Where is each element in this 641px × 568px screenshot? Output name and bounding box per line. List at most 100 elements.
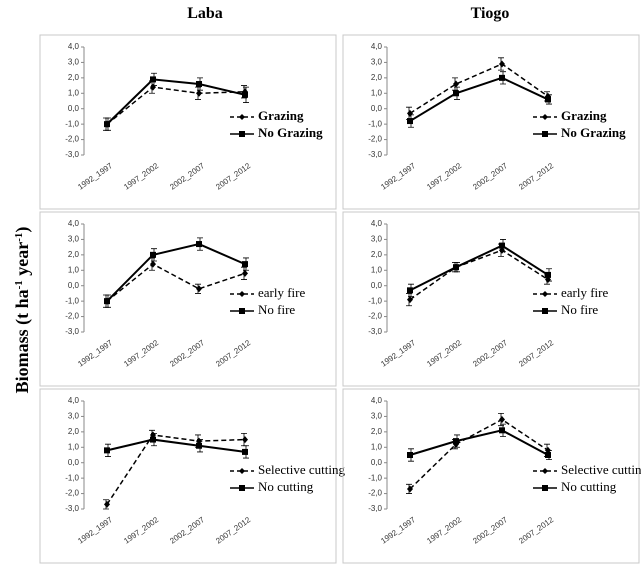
y-label-part: Biomass (t ha [12,289,33,393]
point [242,269,248,277]
x-tick-label: 1997_2002 [122,515,160,546]
series-line [106,434,246,505]
y-axis-label: Biomass (t ha-1 year-1) [12,227,33,394]
point [407,296,413,304]
legend-marker [542,308,548,314]
y-tick-label: -1,0 [368,473,382,482]
legend-label: early fire [258,285,306,300]
point [499,60,505,68]
series-line [409,249,549,301]
point [499,74,505,81]
y-tick-label: -1,0 [368,119,382,128]
y-tick-label: 1,0 [371,88,383,97]
point [150,436,156,443]
legend-label: No Grazing [258,125,323,140]
legend-label: No fire [561,302,598,317]
y-label-part: -1 [13,233,25,242]
point [242,436,248,444]
legend-marker [239,291,245,297]
legend-marker [239,131,245,137]
legend-marker [239,114,245,120]
y-tick-label: 0,0 [371,458,383,467]
y-tick-label: -1,0 [65,473,79,482]
y-tick-label: 4,0 [68,396,80,405]
series-line [106,86,246,125]
y-tick-label: 2,0 [371,427,383,436]
x-tick-label: 2007_2012 [517,161,555,192]
y-tick-label: 4,0 [371,42,383,51]
panel-frame [39,34,337,210]
legend-label: Selective cutting [258,462,346,477]
y-tick-label: 3,0 [371,235,383,244]
y-tick-label: 1,0 [68,88,80,97]
point [196,285,202,293]
series-line [409,429,549,456]
x-tick-label: 1997_2002 [425,515,463,546]
y-tick-label: 3,0 [68,235,80,244]
y-tick-label: -2,0 [65,489,79,498]
y-label-part: year [12,242,32,280]
point [242,261,248,268]
y-tick-label: 3,0 [371,58,383,67]
x-tick-label: 1992_1997 [76,338,114,369]
x-tick-label: 2002_2007 [471,161,509,192]
y-tick-label: -2,0 [65,312,79,321]
x-tick-label: 1992_1997 [76,515,114,546]
y-tick-label: 2,0 [68,250,80,259]
legend-label: early fire [561,285,609,300]
point [453,80,459,88]
point [242,91,248,98]
point [150,76,156,83]
point [407,118,413,125]
y-tick-label: 2,0 [68,427,80,436]
point [453,90,459,97]
y-tick-label: 3,0 [68,58,80,67]
y-tick-label: -2,0 [368,312,382,321]
y-tick-label: -2,0 [368,135,382,144]
column-title: Tiogo [471,5,510,22]
y-label-part: -1 [13,280,25,289]
y-tick-label: 2,0 [371,250,383,259]
x-tick-label: 2002_2007 [471,515,509,546]
point [545,271,551,278]
x-tick-label: 2007_2012 [517,338,555,369]
legend-label: Grazing [258,108,304,123]
y-tick-label: 1,0 [68,442,80,451]
point [545,452,551,458]
panel-frame [342,211,640,387]
x-tick-label: 1992_1997 [76,161,114,192]
point [104,121,110,128]
y-tick-label: 1,0 [371,442,383,451]
series-line [106,438,246,453]
y-tick-label: 0,0 [68,281,80,290]
panel-frame [342,388,640,564]
x-tick-label: 2002_2007 [168,161,206,192]
x-tick-label: 2007_2012 [214,161,252,192]
legend-marker [542,114,548,120]
point [196,442,202,449]
y-tick-label: -3,0 [65,150,79,159]
point [150,83,156,91]
series-line [409,418,549,490]
y-tick-label: 0,0 [68,104,80,113]
series-line [409,76,549,122]
panel-frame [342,34,640,210]
y-tick-label: 4,0 [68,219,80,228]
y-tick-label: -1,0 [65,296,79,305]
legend-label: No cutting [561,479,617,494]
legend-marker [542,291,548,297]
x-tick-label: 2007_2012 [214,515,252,546]
point [453,264,459,271]
y-tick-label: -1,0 [65,119,79,128]
y-tick-label: 4,0 [68,42,80,51]
legend-marker [542,131,548,137]
legend-marker [542,468,548,474]
point [104,500,110,508]
x-tick-label: 1992_1997 [379,161,417,192]
point [104,298,110,305]
point [453,438,459,445]
point [104,447,110,454]
point [499,427,505,434]
series-line [106,243,246,302]
y-tick-label: 0,0 [371,104,383,113]
